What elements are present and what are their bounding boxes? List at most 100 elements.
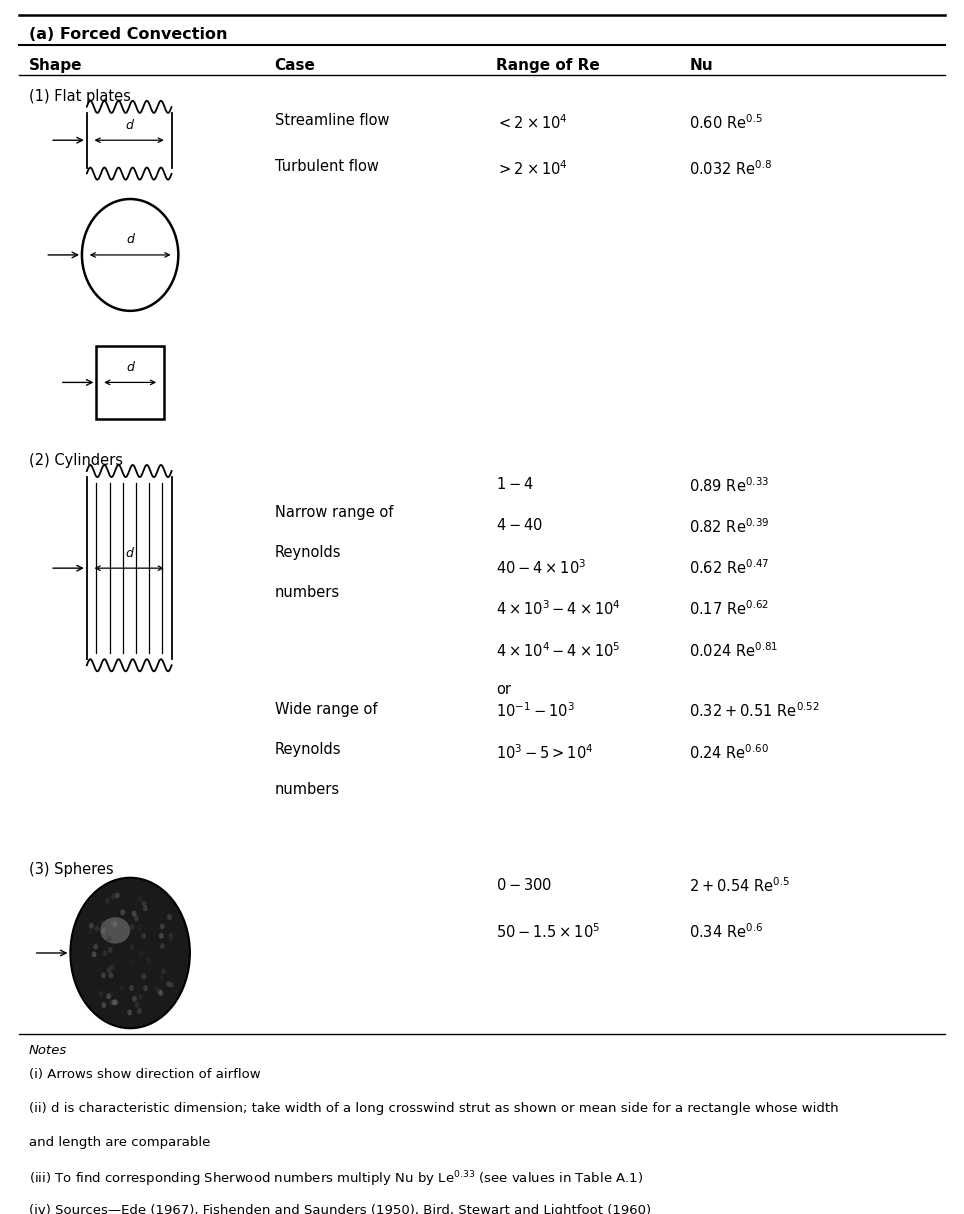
Circle shape — [113, 921, 118, 927]
Circle shape — [129, 985, 134, 991]
Circle shape — [160, 943, 165, 949]
Circle shape — [135, 1002, 140, 1008]
Text: Case: Case — [275, 58, 315, 73]
Circle shape — [144, 986, 147, 992]
Circle shape — [130, 959, 135, 965]
Text: $10^3 - 5 > 10^4$: $10^3 - 5 > 10^4$ — [496, 743, 594, 761]
Circle shape — [159, 932, 164, 938]
Text: $50 - 1.5 \times 10^5$: $50 - 1.5 \times 10^5$ — [496, 923, 601, 941]
Text: $>2 \times 10^4$: $>2 \times 10^4$ — [496, 159, 569, 177]
Text: Reynolds: Reynolds — [275, 545, 341, 560]
Circle shape — [134, 915, 139, 921]
Circle shape — [114, 999, 119, 1005]
Circle shape — [169, 982, 174, 988]
Circle shape — [88, 929, 92, 935]
Circle shape — [89, 923, 94, 929]
Text: $0.60\ \mathrm{Re}^{0.5}$: $0.60\ \mathrm{Re}^{0.5}$ — [689, 113, 763, 131]
Circle shape — [153, 985, 158, 991]
Text: d: d — [126, 233, 134, 246]
Text: $0.024\ \mathrm{Re}^{0.81}$: $0.024\ \mathrm{Re}^{0.81}$ — [689, 641, 779, 659]
Text: $10^{-1} - 10^3$: $10^{-1} - 10^3$ — [496, 702, 576, 720]
Text: $1-4$: $1-4$ — [496, 476, 534, 492]
Circle shape — [120, 909, 125, 915]
Text: $0.17\ \mathrm{Re}^{0.62}$: $0.17\ \mathrm{Re}^{0.62}$ — [689, 600, 769, 618]
Text: $4-40$: $4-40$ — [496, 517, 544, 533]
Text: Shape: Shape — [29, 58, 82, 73]
Text: $0.34\ \mathrm{Re}^{0.6}$: $0.34\ \mathrm{Re}^{0.6}$ — [689, 923, 763, 941]
Circle shape — [138, 896, 143, 902]
Circle shape — [157, 988, 162, 994]
Text: (i) Arrows show direction of airflow: (i) Arrows show direction of airflow — [29, 1068, 260, 1080]
Text: or: or — [496, 682, 512, 697]
Text: numbers: numbers — [275, 585, 340, 600]
Circle shape — [138, 994, 143, 1000]
Circle shape — [137, 1008, 142, 1014]
Text: $0.89\ \mathrm{Re}^{0.33}$: $0.89\ \mathrm{Re}^{0.33}$ — [689, 476, 769, 494]
Text: $0.82\ \mathrm{Re}^{0.39}$: $0.82\ \mathrm{Re}^{0.39}$ — [689, 517, 769, 535]
Circle shape — [161, 969, 166, 975]
Text: numbers: numbers — [275, 782, 340, 796]
Text: Nu: Nu — [689, 58, 713, 73]
Text: Range of Re: Range of Re — [496, 58, 601, 73]
Circle shape — [115, 892, 120, 898]
Circle shape — [70, 878, 190, 1028]
Circle shape — [112, 999, 117, 1005]
Text: $40-4 \times 10^3$: $40-4 \times 10^3$ — [496, 558, 587, 577]
Text: $0.32 + 0.51\ \mathrm{Re}^{0.52}$: $0.32 + 0.51\ \mathrm{Re}^{0.52}$ — [689, 702, 820, 720]
Circle shape — [147, 958, 151, 964]
Circle shape — [107, 968, 112, 974]
Text: (a) Forced Convection: (a) Forced Convection — [29, 27, 228, 41]
Circle shape — [139, 949, 144, 955]
Circle shape — [132, 910, 137, 917]
Text: $4 \times 10^4 - 4 \times 10^5$: $4 \times 10^4 - 4 \times 10^5$ — [496, 641, 621, 659]
Text: $0.62\ \mathrm{Re}^{0.47}$: $0.62\ \mathrm{Re}^{0.47}$ — [689, 558, 770, 577]
Text: $<2 \times 10^4$: $<2 \times 10^4$ — [496, 113, 569, 131]
Text: (iv) Sources—Ede (1967), Fishenden and Saunders (1950), Bird, Stewart and Lightf: (iv) Sources—Ede (1967), Fishenden and S… — [29, 1204, 651, 1214]
Circle shape — [94, 925, 99, 931]
Circle shape — [110, 964, 115, 970]
Text: d: d — [125, 119, 133, 131]
Text: Turbulent flow: Turbulent flow — [275, 159, 379, 174]
Circle shape — [159, 975, 164, 981]
Circle shape — [120, 986, 124, 992]
Circle shape — [159, 991, 163, 997]
Circle shape — [138, 924, 143, 930]
Circle shape — [110, 991, 115, 997]
Text: and length are comparable: and length are comparable — [29, 1136, 210, 1148]
Circle shape — [103, 929, 108, 935]
Text: d: d — [126, 361, 134, 374]
Text: Reynolds: Reynolds — [275, 742, 341, 756]
Circle shape — [169, 932, 174, 938]
Text: d: d — [125, 546, 133, 560]
Circle shape — [141, 971, 145, 977]
Circle shape — [141, 932, 146, 938]
Circle shape — [130, 944, 135, 951]
Circle shape — [106, 993, 111, 999]
Text: (iii) To find corresponding Sherwood numbers multiply Nu by Le$^{0.33}$ (see val: (iii) To find corresponding Sherwood num… — [29, 1170, 643, 1190]
Circle shape — [109, 1000, 114, 1006]
Circle shape — [109, 972, 114, 978]
Circle shape — [142, 974, 147, 980]
Circle shape — [143, 906, 147, 912]
Circle shape — [107, 936, 111, 942]
Circle shape — [101, 1002, 106, 1008]
Text: Wide range of: Wide range of — [275, 702, 377, 716]
Circle shape — [142, 901, 147, 907]
Circle shape — [92, 952, 96, 958]
Text: (ii) d is characteristic dimension; take width of a long crosswind strut as show: (ii) d is characteristic dimension; take… — [29, 1102, 839, 1114]
Circle shape — [132, 995, 137, 1002]
Text: $0-300$: $0-300$ — [496, 877, 552, 892]
Circle shape — [169, 936, 173, 942]
Circle shape — [111, 894, 116, 900]
Circle shape — [137, 927, 142, 934]
Text: Notes: Notes — [29, 1044, 67, 1057]
Bar — [96, 346, 164, 419]
Text: Streamline flow: Streamline flow — [275, 113, 389, 127]
Text: Narrow range of: Narrow range of — [275, 505, 393, 520]
Ellipse shape — [100, 918, 130, 943]
Circle shape — [101, 927, 106, 934]
Text: d: d — [126, 931, 134, 944]
Circle shape — [101, 920, 106, 926]
Circle shape — [166, 981, 171, 987]
Text: $2 + 0.54\ \mathrm{Re}^{0.5}$: $2 + 0.54\ \mathrm{Re}^{0.5}$ — [689, 877, 790, 895]
